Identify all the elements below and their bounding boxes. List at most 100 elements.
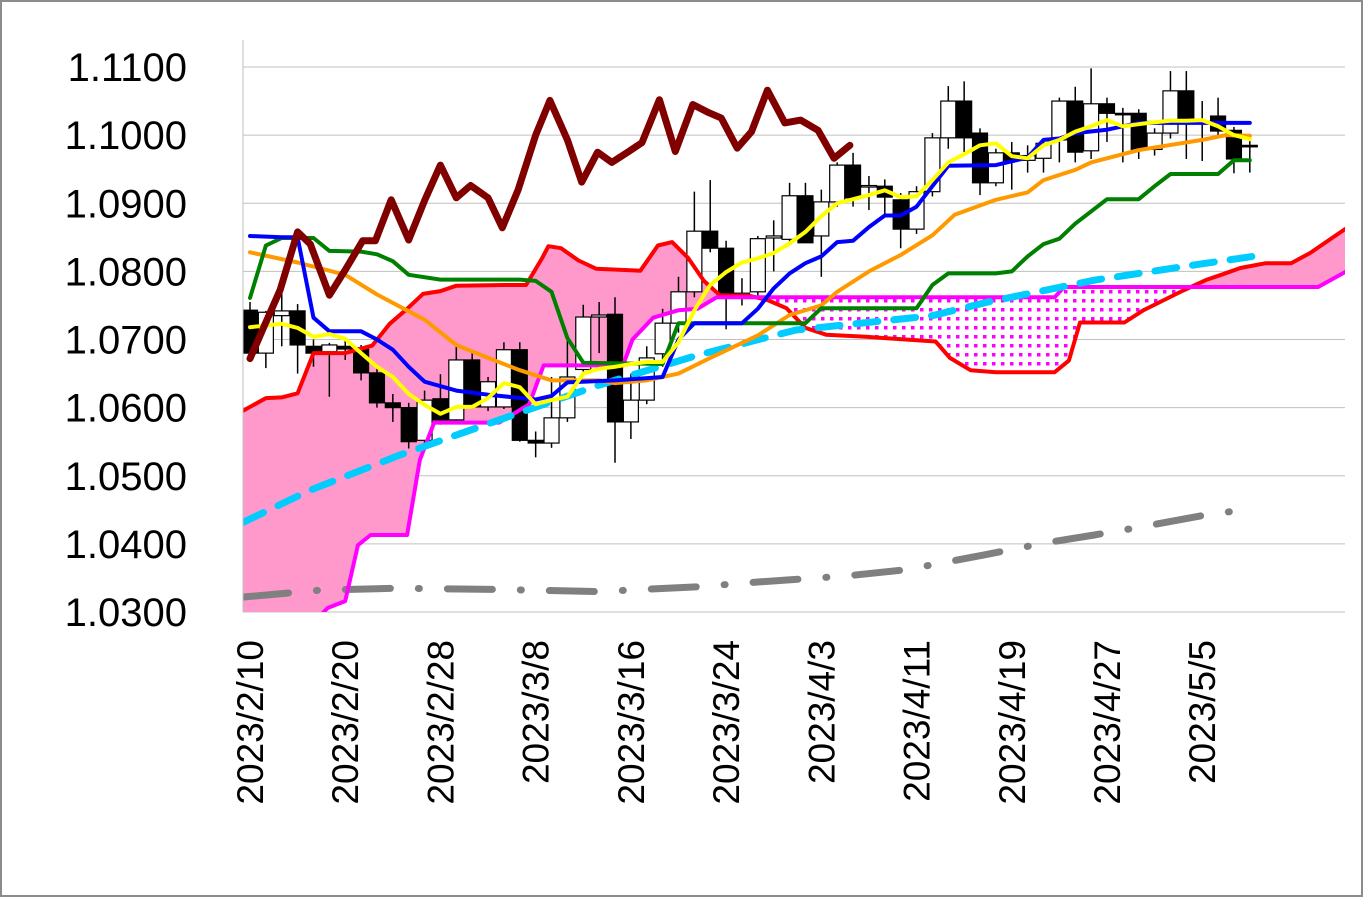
- cloud-segment-bullish: [1337, 232, 1341, 277]
- cloud-segment-bullish: [1279, 263, 1284, 288]
- cloud-segment-bullish: [638, 268, 643, 333]
- x-tick-label: 2023/3/8: [516, 640, 557, 784]
- cloud-segment-bullish: [365, 346, 370, 539]
- candle-body-bearish: [797, 195, 814, 244]
- cloud-segment-bullish: [1330, 236, 1335, 280]
- cloud-segment-bearish: [1111, 287, 1116, 323]
- cloud-segment-bullish: [651, 250, 656, 320]
- y-tick-label: 1.0500: [65, 455, 187, 499]
- candle-body-bearish: [464, 359, 481, 408]
- cloud-segment-bearish: [1092, 287, 1097, 323]
- cloud-segment-bearish: [835, 297, 840, 336]
- cloud-segment-bullish: [1283, 263, 1287, 288]
- candle: [527, 431, 544, 458]
- cloud-segment-bullish: [378, 333, 383, 536]
- cloud-segment-bearish: [838, 297, 843, 336]
- cloud-segment-bullish: [1321, 243, 1325, 286]
- cloud-segment-bullish: [267, 397, 272, 612]
- cloud-segment-bullish: [1235, 268, 1240, 288]
- cloud-segment-bullish: [243, 409, 246, 612]
- candle: [495, 342, 513, 409]
- cloud-segment-bullish: [568, 253, 573, 366]
- cloud-segment-bearish: [959, 297, 963, 366]
- cloud-segment-bearish: [1130, 287, 1135, 319]
- cloud-segment-bullish: [534, 266, 538, 392]
- candle-body-bearish: [337, 345, 354, 350]
- cloud-segment-bullish: [1314, 247, 1319, 288]
- x-tick-label: 2023/4/19: [992, 640, 1033, 805]
- cloud-segment-bearish: [1032, 297, 1036, 373]
- x-tick-label: 2023/2/28: [420, 640, 461, 805]
- cloud-segment-bearish: [962, 297, 967, 368]
- candle: [686, 191, 703, 298]
- cloud-segment-bullish: [1251, 265, 1255, 288]
- cloud-segment-bullish: [1295, 258, 1300, 288]
- cloud-segment-bearish: [1054, 293, 1059, 373]
- cloud-segment-bullish: [543, 249, 548, 366]
- cloud-segment-bearish: [968, 297, 973, 371]
- candle-body-bearish: [844, 164, 862, 199]
- cloud-segment-bullish: [261, 398, 265, 612]
- kijun-line: [248, 158, 1252, 366]
- cloud-segment-bearish: [864, 297, 868, 337]
- candle: [368, 366, 386, 408]
- cloud-segment-bearish: [953, 297, 957, 362]
- cloud-segment-bearish: [1124, 287, 1129, 323]
- cloud-segment-bearish: [873, 297, 878, 338]
- cloud-segment-bearish: [1016, 297, 1021, 373]
- cloud-segment-bearish: [1118, 287, 1122, 323]
- cloud-segment-bullish: [1248, 265, 1252, 288]
- cloud-segment-bearish: [1051, 297, 1056, 373]
- cloud-segment-bearish: [987, 297, 992, 372]
- cloud-segment-bullish: [527, 277, 532, 406]
- cloud-segment-bullish: [381, 329, 386, 536]
- cloud-segment-bearish: [1029, 297, 1033, 373]
- x-tick-label: 2023/4/3: [801, 640, 842, 784]
- x-tick-label: 2023/3/16: [611, 640, 652, 805]
- cloud-segment-bullish: [292, 393, 297, 612]
- cloud-segment-bullish: [1308, 251, 1313, 288]
- candle-body-bullish: [273, 310, 290, 317]
- cloud-segment-bearish: [1006, 297, 1011, 373]
- cloud-segment-bullish: [384, 325, 389, 536]
- cloud-segment-bearish: [918, 297, 922, 341]
- candle-body-bearish: [384, 402, 401, 409]
- cloud-segment-bullish: [257, 400, 262, 612]
- cloud-segment-bearish: [1108, 287, 1113, 323]
- candle-body-bearish: [400, 407, 417, 443]
- ma-short-line: [248, 118, 1252, 416]
- candle-body-bearish: [1241, 144, 1258, 148]
- cloud-segment-bullish: [397, 314, 402, 536]
- cloud-segment-bearish: [933, 297, 938, 344]
- cloud-segment-bullish: [251, 404, 256, 612]
- cloud-segment-bearish: [943, 297, 948, 355]
- indicator-lines: [243, 86, 1345, 612]
- cloud-segment-bullish: [359, 348, 364, 544]
- cloud-segment-bullish: [546, 246, 551, 366]
- cloud-segment-bullish: [1267, 263, 1271, 288]
- cloud-segment-bullish: [1311, 249, 1316, 288]
- x-tick-label: 2023/4/11: [897, 640, 938, 802]
- candle: [956, 81, 973, 153]
- cloud-segment-bearish: [1083, 287, 1087, 323]
- candle-body-bearish: [1114, 112, 1131, 116]
- cloud-segment-bearish: [1026, 297, 1030, 373]
- cloud-segment-bearish: [1105, 287, 1109, 323]
- gridlines: [243, 66, 1345, 613]
- candle-body-bullish: [622, 399, 639, 423]
- cloud-segment-bullish: [657, 244, 662, 317]
- cloud-segment-bullish: [334, 353, 338, 606]
- cloud-segment-bullish: [641, 263, 646, 330]
- candle: [273, 288, 290, 347]
- cloud-segment-bullish: [302, 373, 306, 612]
- candle: [400, 402, 417, 449]
- x-tick-label: 2023/2/20: [325, 640, 366, 805]
- span-b-line: [320, 270, 1345, 612]
- cloud-segment-bullish: [1333, 234, 1338, 279]
- cloud-segment-bearish: [997, 297, 1002, 373]
- cloud-segment-bullish: [626, 270, 630, 357]
- candle-body-bullish: [749, 238, 766, 293]
- candle: [749, 235, 766, 299]
- cloud-segment-bearish: [972, 297, 976, 371]
- candle-body-bearish: [956, 100, 973, 139]
